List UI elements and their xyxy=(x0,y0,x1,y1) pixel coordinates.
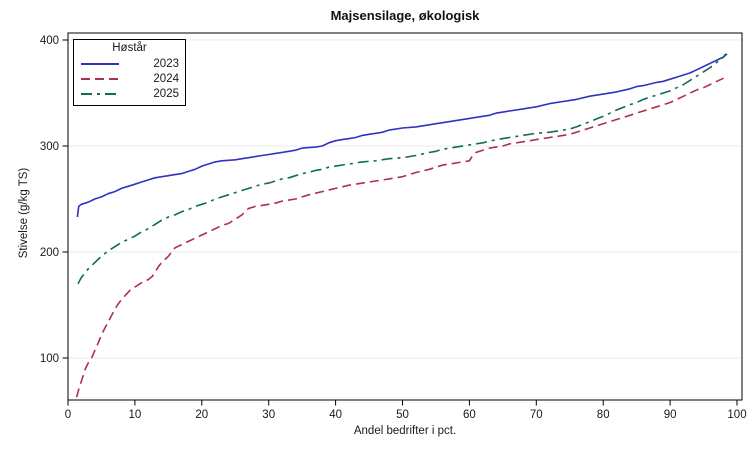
chart-title: Majsensilage, økologisk xyxy=(330,8,480,23)
x-tick-label: 0 xyxy=(65,409,71,421)
y-axis-label: Stivelse (g/kg TS) xyxy=(18,167,30,259)
x-tick-label: 50 xyxy=(396,409,409,421)
legend-label: 2023 xyxy=(153,57,179,70)
y-tick-label: 400 xyxy=(40,35,59,47)
legend-label: 2025 xyxy=(153,87,179,100)
x-tick-label: 80 xyxy=(597,409,610,421)
x-tick-label: 30 xyxy=(262,409,275,421)
x-tick-label: 20 xyxy=(195,409,208,421)
x-tick-label: 90 xyxy=(664,409,677,421)
legend-label: 2024 xyxy=(153,72,179,85)
legend-entry-2024: 2024 xyxy=(80,71,179,86)
x-tick-label: 60 xyxy=(463,409,476,421)
legend-line-sample-dashed-icon xyxy=(81,77,119,80)
plot-frame xyxy=(67,32,743,401)
x-tick-label: 10 xyxy=(129,409,142,421)
x-tick-label: 40 xyxy=(329,409,342,421)
y-tick-label: 100 xyxy=(40,353,59,365)
legend-entry-2025: 2025 xyxy=(80,86,179,101)
legend-title: Høstår xyxy=(112,42,147,54)
legend-line-sample-solid-icon xyxy=(81,62,119,65)
y-tick-label: 300 xyxy=(40,141,59,153)
x-axis-label: Andel bedrifter i pct. xyxy=(353,425,457,437)
y-tick-label: 200 xyxy=(40,247,59,259)
x-tick-label: 70 xyxy=(530,409,543,421)
legend-line-sample-dashdot-icon xyxy=(81,92,119,95)
legend-entry-2023: 2023 xyxy=(80,56,179,71)
x-tick-label: 100 xyxy=(727,409,746,421)
series-line-2024 xyxy=(75,77,724,398)
legend: Høstår 2023 2024 2025 xyxy=(73,39,186,106)
series-line-2023 xyxy=(76,53,728,218)
series-line-2025 xyxy=(77,53,727,285)
